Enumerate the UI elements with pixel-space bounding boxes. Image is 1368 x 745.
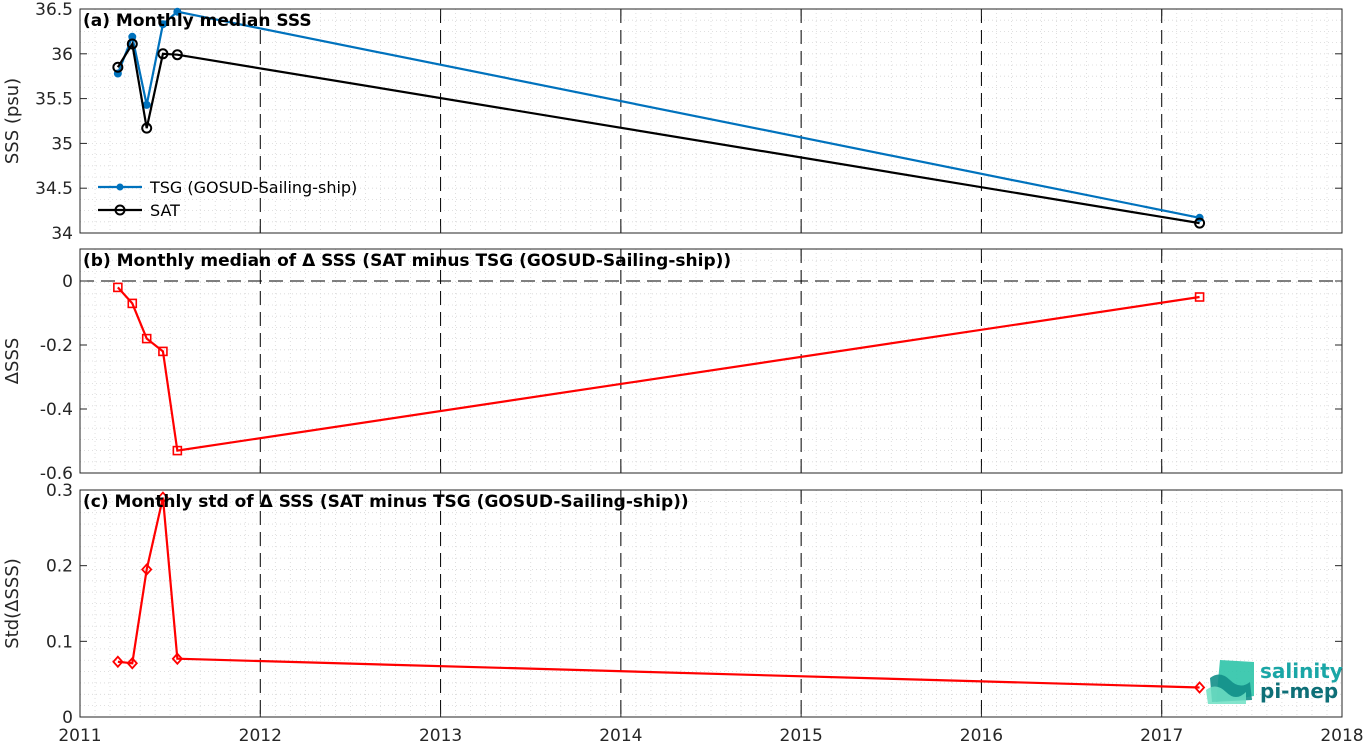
- legend-entry: SAT: [150, 201, 180, 220]
- salinity-pi-mep-logo: salinity pi-mep: [1206, 659, 1343, 704]
- x-tick-label: 2014: [599, 726, 642, 745]
- y-axis-label: ΔSSS: [2, 338, 23, 385]
- y-tick-label: 0: [62, 272, 73, 292]
- x-tick-label: 2013: [419, 726, 462, 745]
- data-point: [171, 652, 184, 666]
- year-gridlines: [259, 249, 1163, 473]
- data-point: [157, 48, 169, 60]
- panel-c: 0 0.1 0.2 0.3 Std(ΔSSS) (c) Monthly std of Δ …: [2, 481, 1343, 728]
- logo-line2: pi-mep: [1260, 679, 1338, 703]
- x-tick-label: 2018: [1320, 726, 1363, 745]
- x-tick-label: 2016: [960, 726, 1003, 745]
- panels: 34 34.5 35 35.5 36 36.5 SSS (psu) (a) Monthly m…: [2, 0, 1343, 728]
- data-point: [127, 298, 138, 309]
- data-point: [126, 656, 138, 670]
- y-tick-label: 36: [51, 45, 73, 65]
- y-ticks: 34 34.5 35 35.5 36 36.5: [35, 0, 1343, 244]
- data-point: [141, 122, 153, 134]
- x-tick-labels: 2011 2012 2013 2014 2015 2016 2017 2018: [58, 726, 1363, 745]
- data-point: [171, 49, 183, 61]
- y-ticks: -0.6 -0.4 -0.2 0: [40, 249, 1343, 484]
- data-point: [1193, 681, 1206, 694]
- y-tick-label: -0.2: [40, 336, 73, 356]
- y-tick-label: 35: [51, 134, 73, 154]
- data-point: [140, 563, 153, 576]
- panel-title: (a) Monthly median SSS: [83, 11, 312, 31]
- y-tick-label: 35.5: [35, 90, 73, 110]
- data-point: [158, 346, 168, 357]
- y-axis-label: Std(ΔSSS): [2, 558, 23, 649]
- year-gridlines: [259, 490, 1163, 717]
- x-tick-label: 2015: [780, 726, 823, 745]
- series-sat: [112, 38, 1206, 229]
- legend-entry: TSG (GOSUD-Sailing-ship): [149, 178, 357, 197]
- data-point: [173, 7, 182, 16]
- minor-grid: [80, 9, 1342, 233]
- x-tick-label: 2012: [239, 726, 282, 745]
- panel-a: 34 34.5 35 35.5 36 36.5 SSS (psu) (a) Monthly m…: [2, 0, 1343, 244]
- year-gridlines: [259, 9, 1163, 233]
- data-point: [1194, 217, 1206, 229]
- y-axis-label: SSS (psu): [2, 78, 23, 164]
- logo-wave-icon: [1206, 660, 1254, 704]
- data-point: [113, 282, 123, 293]
- panel-title: (b) Monthly median of Δ SSS (SAT minus T…: [83, 251, 731, 271]
- y-ticks: 0 0.1 0.2 0.3: [46, 481, 1343, 728]
- legend: TSG (GOSUD-Sailing-ship) SAT: [98, 178, 357, 220]
- y-tick-label: -0.6: [40, 464, 73, 484]
- logo-line1: salinity: [1260, 659, 1343, 683]
- series-delta: [112, 491, 1206, 694]
- x-tick-label: 2017: [1140, 726, 1183, 745]
- panel-title: (c) Monthly std of Δ SSS (SAT minus TSG …: [83, 492, 689, 512]
- data-point: [126, 38, 138, 50]
- series-line: [117, 286, 1200, 452]
- y-tick-label: 0.3: [46, 481, 73, 501]
- y-tick-label: 0.1: [46, 632, 73, 652]
- series-delta: [113, 282, 1205, 456]
- x-tick-label: 2011: [58, 726, 101, 745]
- y-tick-label: 0: [62, 708, 73, 728]
- data-point: [172, 445, 183, 456]
- data-point: [141, 333, 152, 344]
- y-tick-label: 34: [51, 224, 73, 244]
- data-point: [1194, 292, 1205, 302]
- plot-area: [80, 490, 1342, 717]
- y-tick-label: 36.5: [35, 0, 73, 20]
- data-point: [112, 61, 124, 73]
- series-line: [116, 10, 1200, 219]
- data-point: [142, 100, 151, 109]
- panel-b: -0.6 -0.4 -0.2 0 ΔSSS (b) Monthly median of Δ…: [2, 248, 1343, 484]
- series-line: [117, 497, 1200, 689]
- y-tick-label: -0.4: [40, 400, 73, 420]
- data-point: [157, 491, 169, 504]
- data-point: [112, 655, 124, 669]
- y-tick-label: 0.2: [46, 557, 73, 577]
- data-point: [158, 20, 167, 29]
- y-tick-label: 34.5: [35, 179, 73, 199]
